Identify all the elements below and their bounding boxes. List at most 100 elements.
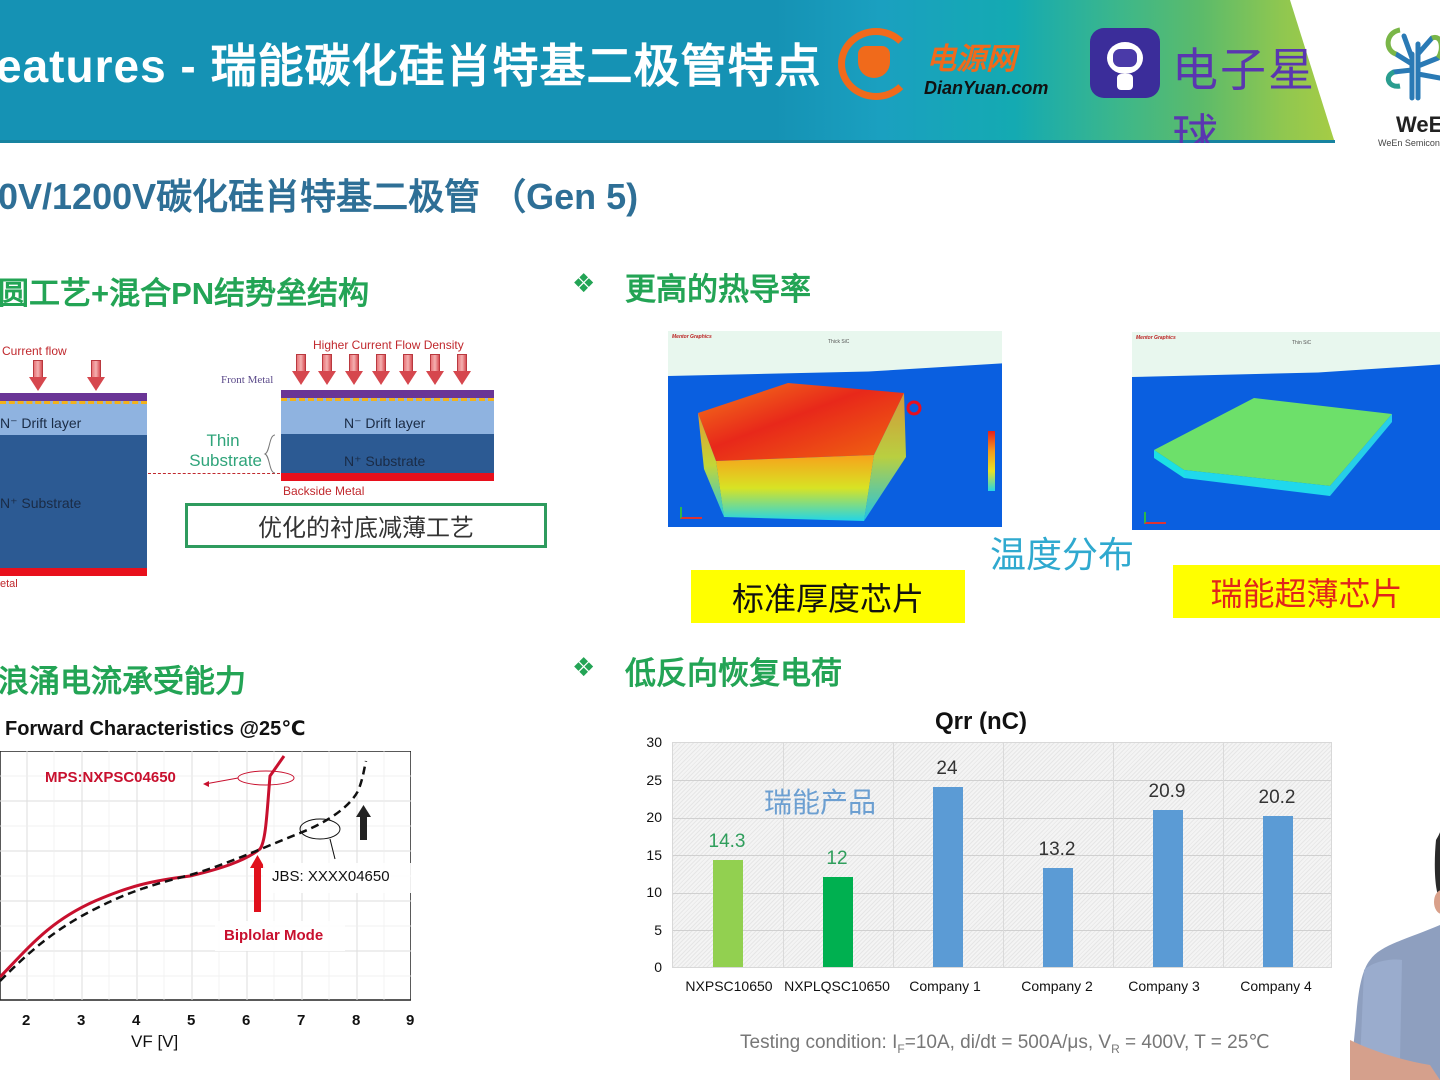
drift-layer-label: N⁻ Drift layer — [344, 415, 426, 431]
test-cond-vr-sub: R — [1111, 1041, 1120, 1056]
cool-chip-render — [1154, 398, 1392, 496]
temperature-distribution-label: 温度分布 — [990, 534, 1135, 575]
x-tick: 5 — [187, 1012, 196, 1029]
planet-logo-text: 电子星球 — [1172, 44, 1316, 143]
bar-value-label: 12 — [826, 848, 848, 869]
y-tick: 15 — [646, 847, 662, 863]
category-label: NXPSC10650 — [685, 978, 773, 994]
bar-value-label: 20.9 — [1148, 781, 1186, 802]
diamond-bullet-icon: ❖ — [572, 652, 596, 682]
x-tick: 9 — [406, 1012, 415, 1029]
color-scale-legend — [988, 431, 995, 491]
qrr-chart-title: Qrr (nC) — [935, 708, 1027, 735]
y-tick: 25 — [646, 772, 662, 788]
weEn-products-note: 瑞能产品 — [764, 787, 877, 818]
presenter-video — [1350, 830, 1440, 1080]
category-label: Company 1 — [909, 978, 981, 994]
slide-title: eatures - 瑞能碳化硅肖特基二极管特点 — [0, 40, 822, 92]
bar-value-label: 24 — [936, 758, 958, 779]
bar-company-2 — [1043, 868, 1073, 967]
forward-char-plot — [0, 751, 411, 1001]
test-cond-mid: =10A, di/dt = 500A/μs, V — [904, 1032, 1112, 1053]
arrow-down-icon — [426, 354, 444, 386]
mps-label: MPS:NXPSC04650 — [45, 769, 176, 786]
bar-value-label: 20.2 — [1258, 787, 1296, 808]
mentor-logo: Mentor Graphics — [672, 334, 712, 340]
sim-title: Thin SiC — [1292, 340, 1312, 346]
hot-chip-render — [698, 383, 922, 521]
x-tick: 4 — [132, 1012, 141, 1029]
section-title-qrr: 低反向恢复电荷 — [625, 656, 842, 691]
thermal-sim-thin: Mentor Graphics Thin SiC — [1132, 332, 1440, 530]
thin-substrate-layer — [281, 434, 494, 473]
slide-subtitle: 0V/1200V碳化硅肖特基二极管 （Gen 5) — [0, 176, 639, 217]
section-title-process: 圆工艺+混合PN结势垒结构 — [0, 276, 370, 311]
diamond-bullet-icon: ❖ — [572, 268, 596, 298]
x-tick: 8 — [352, 1012, 361, 1029]
x-axis-label: VF [V] — [131, 1032, 179, 1051]
arrow-down-icon — [345, 354, 363, 386]
current-flow-label: Current flow — [2, 344, 67, 358]
category-label: NXPLQSC10650 — [784, 978, 890, 994]
drift-layer-label: N⁻ Drift layer — [0, 415, 82, 431]
drift-layer — [281, 398, 494, 434]
jbs-curve — [0, 760, 368, 982]
bar-nxpsc10650 — [713, 860, 743, 967]
dianyuan-cn-text: 电源网 — [926, 43, 1016, 76]
thin-substrate-label: Thin Substrate — [180, 431, 262, 471]
header-banner: eatures - 瑞能碳化硅肖特基二极管特点 电源网 DianYuan.com… — [0, 0, 1440, 143]
test-cond-suffix: = 400V, T = 25℃ — [1119, 1032, 1270, 1053]
thermal-sim-standard: Mentor Graphics Thick SiC — [668, 331, 1002, 527]
dianyuan-en-text: DianYuan.com — [924, 78, 1049, 98]
ween-logo: WeE WeEn Semicon — [1372, 14, 1440, 149]
arrow-down-icon — [372, 354, 390, 386]
electronic-planet-logo: 电子星球 — [1090, 28, 1350, 143]
category-label: Company 3 — [1128, 978, 1200, 994]
circuit-tree-icon — [1385, 27, 1440, 101]
thin-chip-caption: 瑞能超薄芯片 — [1173, 565, 1440, 618]
bar-company-4 — [1263, 816, 1293, 967]
plug-icon — [858, 46, 890, 78]
testing-condition-note: Testing condition: IF=10A, di/dt = 500A/… — [740, 1031, 1270, 1056]
bar-nxplqsc10650 — [823, 877, 853, 967]
x-tick: 3 — [77, 1012, 86, 1029]
front-metal-label: Front Metal — [221, 374, 274, 386]
y-tick: 0 — [654, 959, 662, 975]
arrow-down-icon — [292, 354, 310, 386]
y-tick: 10 — [646, 884, 662, 900]
dianyuan-logo: 电源网 DianYuan.com — [838, 24, 1078, 104]
brace-icon — [263, 434, 276, 474]
backside-metal-layer — [281, 473, 494, 481]
front-metal-layer — [0, 393, 147, 401]
y-tick: 5 — [654, 922, 662, 938]
thin-label-line2: Substrate — [189, 451, 262, 470]
backside-metal-label: etal — [0, 578, 18, 590]
plug-ring-icon — [838, 28, 914, 100]
banner-underline — [0, 140, 1335, 143]
test-cond-if-sub: F — [897, 1041, 905, 1056]
thickness-reference-line — [148, 473, 280, 474]
substrate-label: N⁺ Substrate — [0, 495, 82, 511]
bar-company-1 — [933, 787, 963, 967]
arrow-down-icon — [318, 354, 336, 386]
drift-layer — [0, 401, 147, 435]
substrate-layer — [0, 435, 147, 568]
forward-char-title: Forward Characteristics @25℃ — [5, 718, 306, 740]
backside-metal-label: Backside Metal — [283, 484, 365, 498]
x-tick: 6 — [242, 1012, 251, 1029]
sim-title: Thick SiC — [828, 339, 850, 345]
arrow-down-icon — [29, 360, 47, 392]
ween-logo-subtext: WeEn Semicon — [1378, 138, 1440, 148]
bar-value-label: 14.3 — [708, 831, 746, 852]
test-cond-prefix: Testing condition: I — [740, 1032, 898, 1053]
section-title-surge: 浪涌电流承受能力 — [0, 664, 246, 699]
category-label: Company 2 — [1021, 978, 1093, 994]
qrr-plot-area — [672, 742, 1332, 968]
ween-logo-text: WeE — [1396, 112, 1440, 137]
jbs-label: JBS: XXXX04650 — [272, 868, 390, 885]
process-callout-box: 优化的衬底减薄工艺 — [185, 503, 547, 548]
arrow-down-icon — [453, 354, 471, 386]
x-tick: 2 — [22, 1012, 31, 1029]
axis-triad-icon — [680, 507, 702, 519]
